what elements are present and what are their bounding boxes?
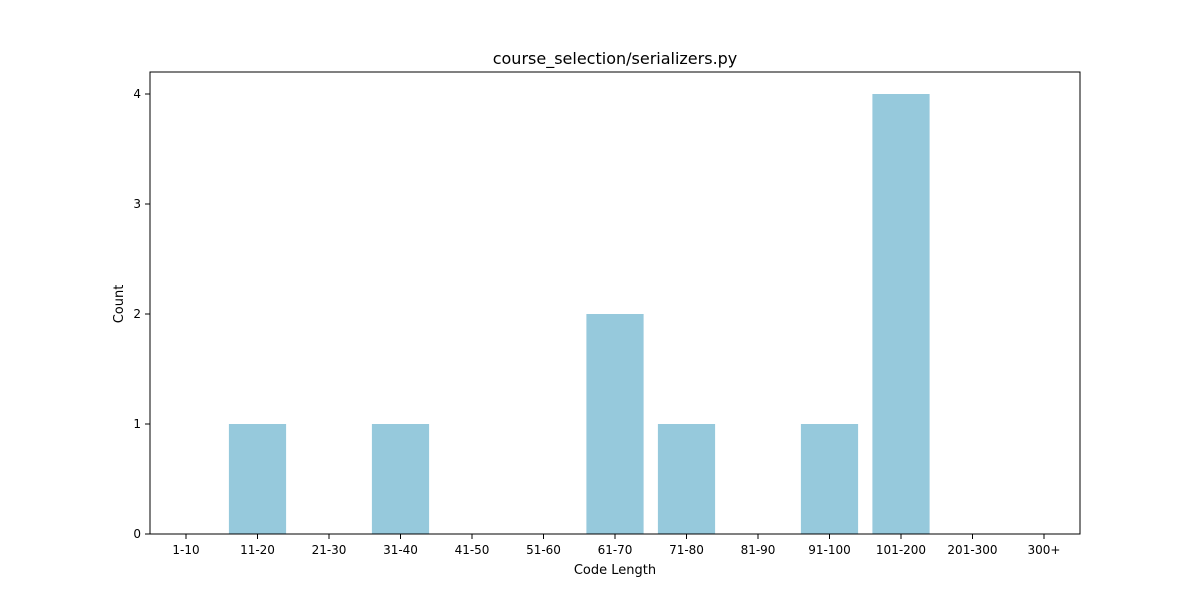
x-tick-label: 201-300 <box>947 543 997 557</box>
bar-101-200 <box>872 94 930 534</box>
x-tick-label: 31-40 <box>383 543 418 557</box>
x-tick-label: 81-90 <box>741 543 776 557</box>
x-ticks-group: 1-10 11-20 21-30 31-40 41-50 51-60 61-70 71-80 8… <box>172 534 1060 557</box>
y-tick-label: 0 <box>133 527 141 541</box>
x-tick-label: 11-20 <box>240 543 275 557</box>
bar-91-100 <box>800 424 859 534</box>
x-tick-label: 61-70 <box>598 543 633 557</box>
y-tick-label: 3 <box>133 197 141 211</box>
x-tick-label: 300+ <box>1028 543 1061 557</box>
y-tick-label: 1 <box>133 417 141 431</box>
x-tick-label: 21-30 <box>312 543 347 557</box>
bars-group <box>228 94 930 534</box>
bar-61-70 <box>586 314 644 534</box>
x-tick-label: 71-80 <box>669 543 704 557</box>
y-ticks-group: 0 1 2 3 4 <box>133 87 150 541</box>
bar-71-80 <box>657 424 716 534</box>
x-tick-label: 1-10 <box>172 543 199 557</box>
x-tick-label: 101-200 <box>876 543 926 557</box>
plot-frame <box>149 71 1081 535</box>
x-tick-label: 41-50 <box>455 543 490 557</box>
bar-31-40 <box>371 424 430 534</box>
chart-title: course_selection/serializers.py <box>493 49 738 69</box>
y-tick-label: 2 <box>133 307 141 321</box>
x-tick-label: 51-60 <box>526 543 561 557</box>
x-tick-label: 91-100 <box>808 543 851 557</box>
x-axis-label: Code Length <box>574 563 656 578</box>
y-axis-label: Count <box>112 285 127 324</box>
y-tick-label: 4 <box>133 87 141 101</box>
bar-11-20 <box>228 424 287 534</box>
